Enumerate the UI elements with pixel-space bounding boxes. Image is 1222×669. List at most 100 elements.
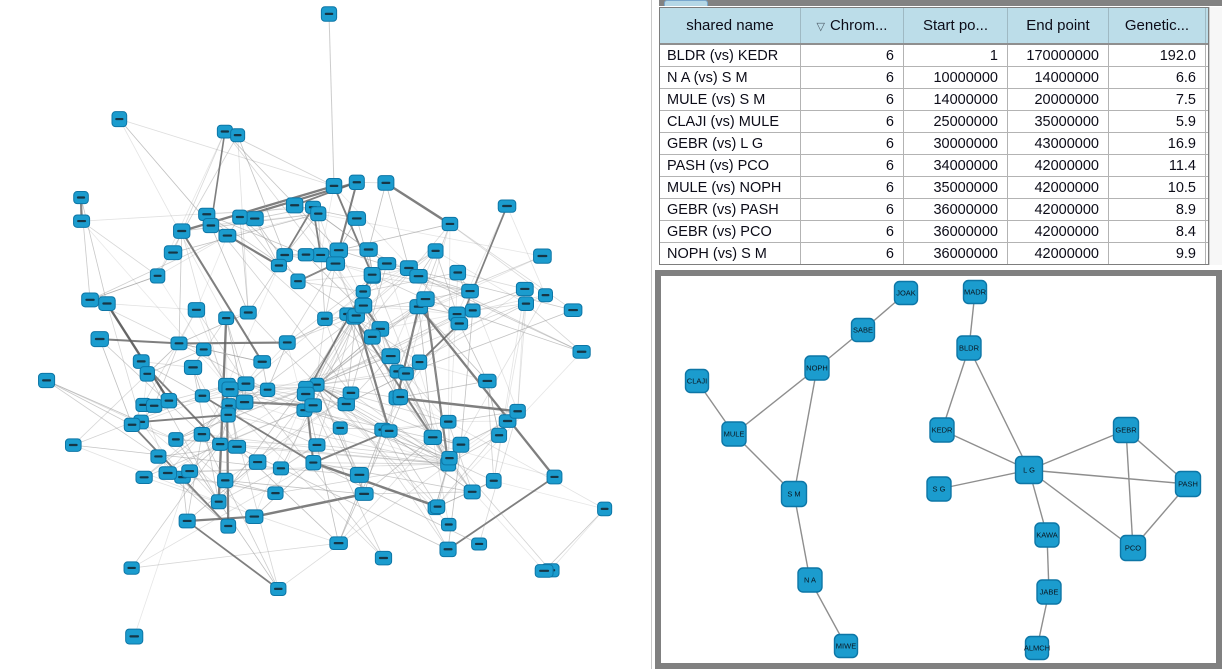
table-cell[interactable]: 42000000: [1008, 155, 1109, 176]
subnetwork-node-s-g[interactable]: [926, 476, 952, 502]
table-cell[interactable]: 11.4: [1109, 155, 1206, 176]
overview-edge: [228, 405, 384, 559]
subnetwork-node-jabe[interactable]: [1036, 579, 1062, 605]
table-cell[interactable]: GEBR (vs) L G: [660, 133, 801, 154]
overview-edge: [517, 303, 527, 412]
table-cell[interactable]: N A (vs) S M: [660, 67, 801, 88]
subnetwork-node-madr[interactable]: [962, 279, 988, 305]
overview-network-canvas[interactable]: [0, 0, 648, 669]
table-header-sharedname[interactable]: shared name: [660, 8, 801, 43]
overview-node-label: [153, 274, 162, 277]
table-cell[interactable]: 6: [801, 199, 904, 220]
table-cell[interactable]: 30000000: [904, 133, 1008, 154]
table-cell[interactable]: 10.5: [1109, 177, 1206, 198]
subnetwork-canvas[interactable]: JOAK SABE NOPH CLAJI MULE S M N A MIWE MADR BLDR K…: [661, 276, 1216, 663]
table-cell[interactable]: 6: [801, 89, 904, 110]
table-cell[interactable]: 170000000: [1008, 45, 1109, 66]
filter-funnel-icon[interactable]: ▽: [816, 20, 825, 33]
overview-edge: [472, 303, 527, 311]
table-cell[interactable]: 34000000: [904, 155, 1008, 176]
table-cell[interactable]: 8.9: [1109, 199, 1206, 220]
subnetwork-node-sabe[interactable]: [850, 317, 876, 343]
table-cell[interactable]: 25000000: [904, 111, 1008, 132]
table-row[interactable]: MULE (vs) NOPH 6 35000000 42000000 10.5: [660, 177, 1208, 199]
table-cell[interactable]: NOPH (vs) S M: [660, 243, 801, 264]
table-cell[interactable]: 16.9: [1109, 133, 1206, 154]
table-cell[interactable]: 6: [801, 133, 904, 154]
subnetwork-node-joak[interactable]: [893, 280, 919, 306]
subnetwork-node-noph[interactable]: [804, 355, 830, 381]
table-header-endpoint[interactable]: End point: [1008, 8, 1109, 43]
table-row[interactable]: N A (vs) S M 6 10000000 14000000 6.6: [660, 67, 1208, 89]
table-cell[interactable]: 42000000: [1008, 199, 1109, 220]
table-cell[interactable]: MULE (vs) NOPH: [660, 177, 801, 198]
table-row[interactable]: GEBR (vs) PCO 6 36000000 42000000 8.4: [660, 221, 1208, 243]
table-cell[interactable]: 42000000: [1008, 177, 1109, 198]
subnetwork-node-mule[interactable]: [721, 421, 747, 447]
subnetwork-node-kedr[interactable]: [929, 417, 955, 443]
table-cell[interactable]: 6: [801, 111, 904, 132]
panel-divider[interactable]: [651, 0, 652, 669]
subnetwork-node-kawa[interactable]: [1034, 522, 1060, 548]
table-header-startpo[interactable]: Start po...: [904, 8, 1008, 43]
table-cell[interactable]: 42000000: [1008, 221, 1109, 242]
table-cell[interactable]: 42000000: [1008, 243, 1109, 264]
table-cell[interactable]: 7.5: [1109, 89, 1206, 110]
table-cell[interactable]: 6: [801, 67, 904, 88]
table-cell[interactable]: 35000000: [904, 177, 1008, 198]
table-cell[interactable]: 6: [801, 155, 904, 176]
table-header-genetic[interactable]: Genetic...: [1109, 8, 1206, 43]
subnetwork-node-pco[interactable]: [1119, 534, 1147, 562]
subnetwork-node-miwe[interactable]: [833, 633, 859, 659]
overview-node-label: [333, 542, 344, 545]
subnetwork-node-bldr[interactable]: [956, 335, 982, 361]
table-cell[interactable]: MULE (vs) S M: [660, 89, 801, 110]
table-row[interactable]: BLDR (vs) KEDR 6 1 170000000 192.0: [660, 45, 1208, 67]
subnetwork-node-claji[interactable]: [684, 368, 710, 394]
table-cell[interactable]: 6: [801, 45, 904, 66]
table-scrollbar[interactable]: [1209, 7, 1222, 265]
subnetwork-node-n-a[interactable]: [797, 567, 823, 593]
table-cell[interactable]: 5.9: [1109, 111, 1206, 132]
table-cell[interactable]: 36000000: [904, 243, 1008, 264]
table-cell[interactable]: 192.0: [1109, 45, 1206, 66]
subnetwork-node-label: SABE: [853, 325, 873, 334]
table-cell[interactable]: 43000000: [1008, 133, 1109, 154]
table-cell[interactable]: 6: [801, 177, 904, 198]
table-cell[interactable]: 20000000: [1008, 89, 1109, 110]
subnetwork-node-pash[interactable]: [1174, 470, 1202, 498]
table-cell[interactable]: 1: [904, 45, 1008, 66]
table-cell[interactable]: 14000000: [904, 89, 1008, 110]
table-cell[interactable]: 6: [801, 221, 904, 242]
subnetwork-node-almch[interactable]: [1024, 635, 1050, 661]
table-cell[interactable]: 10000000: [904, 67, 1008, 88]
table-header-chrom[interactable]: ▽ Chrom...: [801, 8, 904, 43]
table-cell[interactable]: GEBR (vs) PASH: [660, 199, 801, 220]
table-row[interactable]: GEBR (vs) L G 6 30000000 43000000 16.9: [660, 133, 1208, 155]
subnetwork-node-l-g[interactable]: [1014, 455, 1044, 485]
toolbar-tab-fragment[interactable]: [664, 0, 708, 6]
table-cell[interactable]: 6.6: [1109, 67, 1206, 88]
table-row[interactable]: NOPH (vs) S M 6 36000000 42000000 9.9: [660, 243, 1208, 264]
subnetwork-node-gebr[interactable]: [1112, 416, 1140, 444]
table-row[interactable]: GEBR (vs) PASH 6 36000000 42000000 8.9: [660, 199, 1208, 221]
table-cell[interactable]: GEBR (vs) PCO: [660, 221, 801, 242]
overview-node-label: [367, 273, 377, 276]
table-row[interactable]: PASH (vs) PCO 6 34000000 42000000 11.4: [660, 155, 1208, 177]
table-cell[interactable]: CLAJI (vs) MULE: [660, 111, 801, 132]
table-cell[interactable]: 6: [801, 243, 904, 264]
table-cell[interactable]: 36000000: [904, 221, 1008, 242]
table-cell[interactable]: 36000000: [904, 199, 1008, 220]
table-cell[interactable]: BLDR (vs) KEDR: [660, 45, 801, 66]
table-cell[interactable]: 8.4: [1109, 221, 1206, 242]
subnetwork-node-s-m[interactable]: [780, 480, 808, 508]
table-cell[interactable]: 14000000: [1008, 67, 1109, 88]
overview-node-label: [198, 394, 207, 397]
table-cell[interactable]: PASH (vs) PCO: [660, 155, 801, 176]
overview-edge: [435, 250, 458, 315]
table-row[interactable]: MULE (vs) S M 6 14000000 20000000 7.5: [660, 89, 1208, 111]
overview-edge: [228, 405, 279, 590]
table-row[interactable]: CLAJI (vs) MULE 6 25000000 35000000 5.9: [660, 111, 1208, 133]
table-cell[interactable]: 9.9: [1109, 243, 1206, 264]
table-cell[interactable]: 35000000: [1008, 111, 1109, 132]
